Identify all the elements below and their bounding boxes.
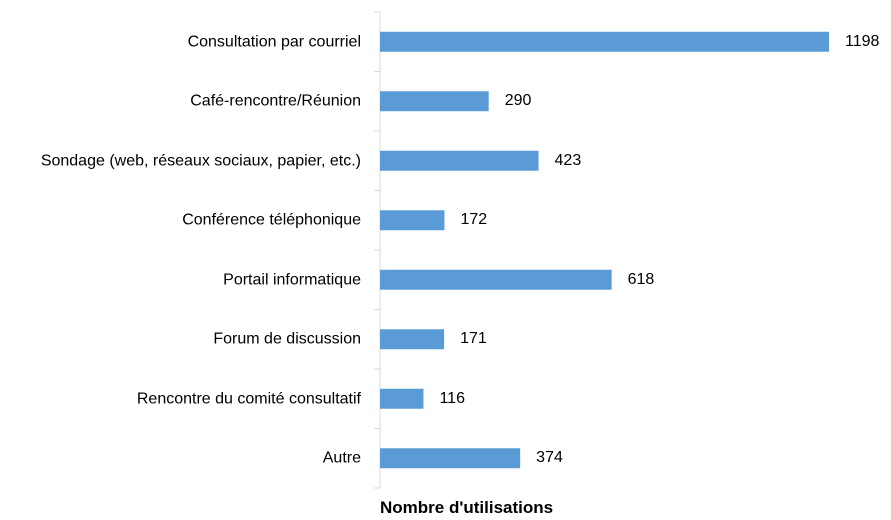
bar: [380, 31, 829, 52]
axis-label: Nombre d'utilisations: [380, 498, 554, 517]
value-label: 116: [439, 389, 465, 407]
category-label: Consultation par courriel: [187, 33, 361, 51]
category-label: Portail informatique: [223, 271, 361, 289]
value-label: 172: [460, 211, 488, 229]
bar: [380, 210, 445, 231]
category-label: Forum de discussion: [213, 330, 361, 348]
category-label: Café-rencontre/Réunion: [190, 92, 361, 110]
value-label: 423: [554, 151, 582, 169]
value-label: 171: [460, 330, 487, 348]
category-label: Autre: [322, 449, 361, 467]
bar: [380, 329, 445, 350]
bar: [380, 91, 489, 112]
value-label: 374: [536, 449, 563, 467]
category-label: Sondage (web, réseaux sociaux, papier, e…: [40, 152, 361, 170]
value-label: 618: [627, 270, 655, 288]
bar: [380, 388, 424, 409]
bar: [380, 269, 612, 290]
category-label: Rencontre du comité consultatif: [136, 390, 361, 408]
value-label: 290: [504, 92, 532, 110]
value-label: 1198: [845, 32, 880, 50]
bar: [380, 448, 521, 469]
category-label: Conférence téléphonique: [182, 211, 361, 229]
bar: [380, 150, 539, 171]
